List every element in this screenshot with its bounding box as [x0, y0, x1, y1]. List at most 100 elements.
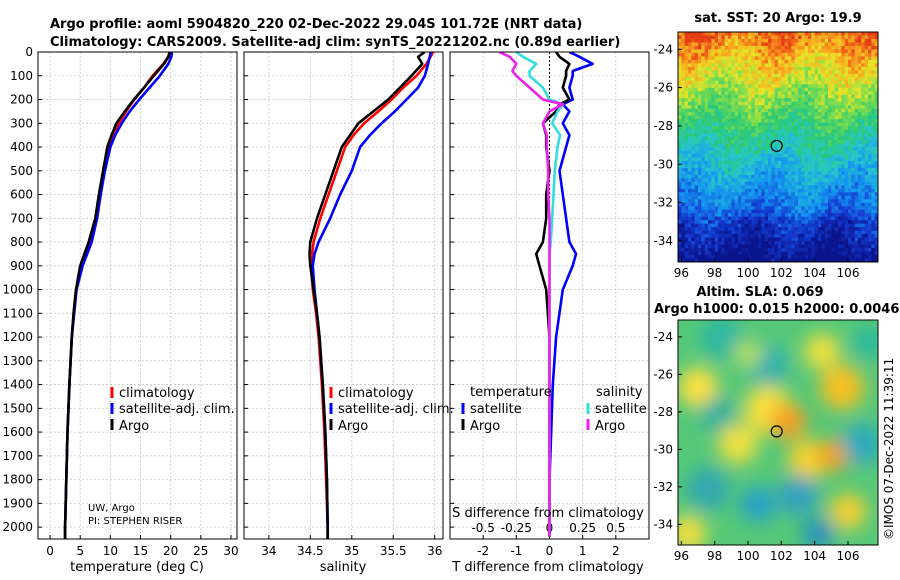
- sst-cell: [701, 94, 706, 99]
- y-tick-label: -30: [653, 442, 673, 456]
- sst-cell: [714, 32, 719, 36]
- sst-cell: [774, 153, 779, 158]
- sst-cell: [808, 202, 812, 207]
- sst-cell: [754, 45, 759, 50]
- sst-cell: [748, 167, 752, 172]
- sst-cell: [764, 38, 769, 43]
- sst-cell: [764, 199, 769, 204]
- sst-cell: [708, 122, 712, 127]
- sst-cell: [738, 122, 742, 127]
- sst-cell: [784, 119, 789, 123]
- sst-cell: [781, 73, 786, 78]
- sst-cell: [728, 216, 732, 221]
- sst-cell: [738, 129, 742, 134]
- sst-cell: [778, 122, 782, 127]
- sst-cell: [848, 38, 852, 43]
- sst-cell: [804, 94, 809, 99]
- sst-cell: [868, 167, 872, 172]
- sst-cell: [761, 234, 766, 238]
- sst-cell: [798, 32, 802, 36]
- sst-cell: [868, 206, 872, 211]
- sst-cell: [804, 202, 809, 207]
- sst-cell: [731, 255, 736, 259]
- sst-cell: [858, 171, 862, 176]
- sst-cell: [824, 157, 829, 162]
- sst-cell: [838, 185, 842, 190]
- sst-cell: [704, 202, 709, 207]
- sst-cell: [744, 206, 749, 211]
- sst-cell: [788, 171, 792, 176]
- sst-cell: [781, 98, 786, 103]
- sst-cell: [874, 237, 878, 242]
- sst-cell: [864, 66, 869, 71]
- sst-cell: [771, 87, 776, 92]
- sst-cell: [748, 108, 752, 113]
- sst-cell: [768, 80, 772, 85]
- sst-cell: [731, 220, 736, 225]
- sst-cell: [711, 192, 716, 197]
- sst-cell: [791, 185, 796, 190]
- sst-cell: [834, 136, 839, 141]
- sst-cell: [788, 56, 792, 61]
- sst-cell: [708, 143, 712, 148]
- sst-cell: [741, 77, 746, 82]
- sst-cell: [721, 70, 726, 75]
- sst-cell: [778, 216, 782, 221]
- sst-cell: [808, 150, 812, 155]
- sst-cell: [824, 206, 829, 211]
- sst-cell: [874, 213, 878, 218]
- sst-cell: [708, 147, 712, 151]
- sst-cell: [684, 38, 689, 43]
- sst-cell: [814, 181, 819, 186]
- sst-cell: [708, 171, 712, 176]
- sst-cell: [704, 251, 709, 256]
- sst-cell: [698, 178, 702, 183]
- sst-cell: [741, 87, 746, 92]
- sst-cell: [734, 73, 739, 78]
- sst-cell: [738, 223, 742, 228]
- sst-cell: [788, 202, 792, 207]
- sst-cell: [774, 178, 779, 183]
- sst-cell: [744, 38, 749, 43]
- sst-cell: [824, 129, 829, 134]
- x-tick-label: 25: [193, 544, 208, 558]
- sst-cell: [788, 160, 792, 165]
- sst-cell: [758, 188, 762, 193]
- sst-cell: [704, 216, 709, 221]
- sst-cell: [738, 192, 742, 197]
- sst-cell: [821, 195, 826, 200]
- sst-cell: [801, 202, 806, 207]
- sst-cell: [788, 119, 792, 123]
- sst-cell: [811, 244, 816, 249]
- sla-feature: [770, 403, 806, 440]
- sst-cell: [704, 115, 709, 120]
- sst-cell: [681, 248, 686, 252]
- sst-cell: [704, 178, 709, 183]
- sst-cell: [798, 185, 802, 190]
- sst-cell: [871, 248, 876, 252]
- sst-cell: [768, 227, 772, 232]
- sst-cell: [791, 237, 796, 242]
- sst-cell: [728, 167, 732, 172]
- sst-cell: [788, 147, 792, 151]
- sst-cell: [728, 178, 732, 183]
- sst-cell: [811, 52, 816, 57]
- sst-cell: [798, 202, 802, 207]
- sst-cell: [688, 223, 692, 228]
- sst-cell: [871, 70, 876, 75]
- sst-cell: [858, 101, 862, 106]
- sst-cell: [864, 178, 869, 183]
- sst-cell: [861, 52, 866, 57]
- sst-cell: [844, 122, 849, 127]
- sst-cell: [818, 181, 822, 186]
- sst-cell: [771, 122, 776, 127]
- sst-cell: [701, 237, 706, 242]
- sst-cell: [691, 45, 696, 50]
- sst-cell: [791, 150, 796, 155]
- sst-cell: [854, 45, 859, 50]
- sst-cell: [868, 150, 872, 155]
- y-tick-label: 600: [10, 188, 33, 202]
- y-tick-label: -32: [653, 480, 673, 494]
- sst-cell: [868, 220, 872, 225]
- sst-cell: [804, 185, 809, 190]
